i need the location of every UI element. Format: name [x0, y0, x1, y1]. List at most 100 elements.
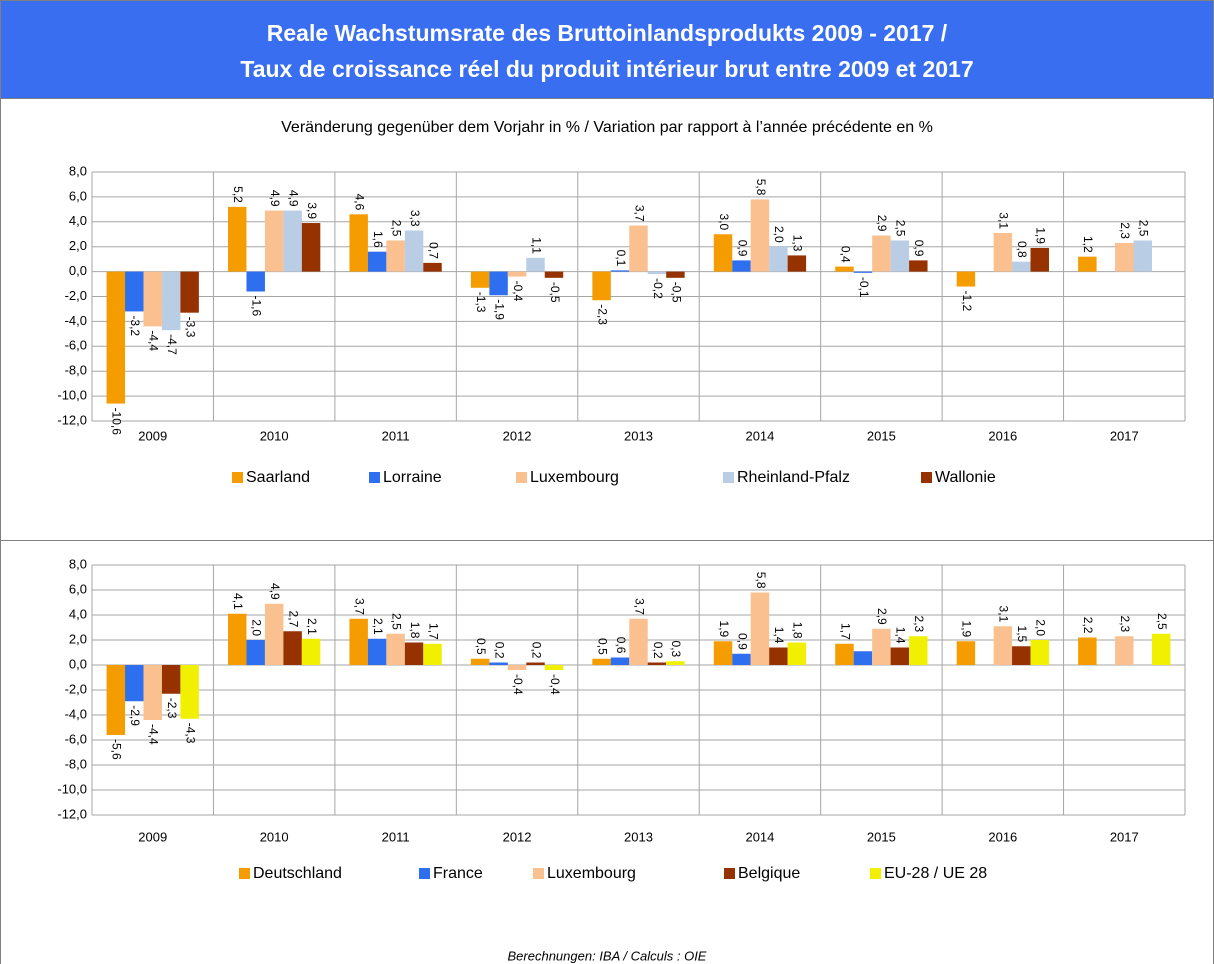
value-label: 0,8 — [1015, 241, 1029, 258]
bar — [769, 647, 788, 665]
value-label: 2,5 — [1155, 613, 1169, 630]
value-label: 0,4 — [838, 246, 852, 263]
x-tick-label: 2015 — [867, 428, 896, 443]
legend-swatch — [921, 472, 932, 483]
bar — [1078, 256, 1097, 272]
legend-label: Luxembourg — [547, 865, 636, 882]
legend-swatch — [516, 472, 527, 483]
y-tick-label: -12,0 — [57, 806, 87, 821]
bar — [890, 240, 910, 272]
value-label: 2,0 — [250, 619, 264, 636]
value-label: 1,3 — [791, 235, 805, 252]
bar — [666, 661, 685, 665]
value-label: -0,2 — [651, 278, 665, 299]
x-tick-label: 2015 — [867, 829, 896, 844]
bar — [956, 271, 976, 287]
value-label: -4,4 — [147, 724, 161, 745]
x-tick-label: 2011 — [382, 428, 410, 443]
value-label: 3,7 — [353, 598, 367, 615]
bar — [283, 631, 302, 665]
value-label: 2,0 — [1034, 619, 1048, 636]
value-label: -1,2 — [960, 291, 974, 312]
y-tick-label: -2,0 — [65, 681, 87, 696]
bar — [489, 271, 508, 296]
bar — [349, 214, 368, 272]
value-label: 1,5 — [1015, 626, 1029, 643]
bar — [161, 271, 181, 331]
bar — [1151, 633, 1171, 665]
value-label: 4,1 — [231, 593, 245, 610]
x-tick-label: 2009 — [138, 428, 167, 443]
bar — [1030, 247, 1049, 272]
value-label: 2,3 — [1118, 222, 1132, 239]
value-label: 1,9 — [960, 621, 974, 638]
value-label: -10,6 — [110, 408, 124, 436]
value-label: -4,4 — [147, 330, 161, 351]
bar — [544, 665, 564, 670]
bar — [1012, 261, 1031, 272]
x-tick-label: 2012 — [503, 428, 532, 443]
bar — [264, 210, 284, 272]
x-tick-label: 2009 — [138, 829, 167, 844]
x-tick-label: 2016 — [988, 428, 1017, 443]
value-label: 3,7 — [632, 598, 646, 615]
legend-label: France — [433, 865, 483, 882]
value-label: 2,3 — [1118, 616, 1132, 633]
value-label: 0,9 — [912, 240, 926, 257]
bar — [228, 613, 247, 665]
value-label: 4,9 — [268, 190, 282, 207]
value-label: 0,6 — [614, 637, 628, 654]
value-label: 1,7 — [838, 623, 852, 640]
value-label: 2,5 — [389, 613, 403, 630]
bar — [526, 662, 545, 665]
bar — [1115, 242, 1134, 272]
subtitle: Veränderung gegenüber dem Vorjahr in % /… — [281, 119, 933, 136]
x-tick-label: 2010 — [260, 829, 289, 844]
bar — [993, 233, 1013, 272]
value-label: 1,2 — [1081, 236, 1095, 253]
bar — [349, 618, 368, 665]
value-label: -0,5 — [548, 282, 562, 303]
legend-label: Saarland — [246, 469, 310, 486]
value-label: -4,7 — [165, 334, 179, 355]
value-label: -5,6 — [110, 739, 124, 760]
bar — [647, 662, 667, 665]
y-tick-label: 2,0 — [69, 631, 87, 646]
y-tick-label: 6,0 — [69, 581, 87, 596]
bar — [301, 223, 321, 272]
value-label: -0,4 — [548, 674, 562, 695]
y-tick-label: 4,0 — [69, 213, 87, 228]
y-tick-label: -8,0 — [65, 363, 87, 378]
bar — [1133, 240, 1152, 272]
value-label: 3,0 — [717, 214, 731, 231]
value-label: 2,1 — [371, 618, 385, 635]
bar — [526, 257, 545, 272]
bar — [423, 262, 442, 272]
y-tick-label: 4,0 — [69, 606, 87, 621]
bar — [404, 642, 424, 665]
header-band — [0, 0, 1214, 99]
legend-swatch — [239, 868, 250, 879]
bar — [769, 246, 788, 272]
title-line: Taux de croissance réel du produit intér… — [240, 56, 973, 82]
value-label: 0,2 — [529, 642, 543, 659]
bar — [890, 647, 910, 665]
value-label: -2,9 — [128, 705, 142, 726]
value-label: -0,4 — [511, 281, 525, 302]
value-label: -0,1 — [857, 277, 871, 298]
value-label: -2,3 — [165, 698, 179, 719]
x-tick-label: 2010 — [260, 428, 289, 443]
bar — [301, 638, 321, 665]
bar — [404, 230, 424, 272]
bar — [106, 665, 126, 735]
value-label: 2,3 — [912, 616, 926, 633]
x-tick-label: 2014 — [745, 829, 774, 844]
value-label: 0,5 — [474, 638, 488, 655]
bar — [423, 643, 442, 665]
value-label: 5,8 — [754, 179, 768, 196]
bar — [909, 636, 928, 665]
y-tick-label: -6,0 — [65, 338, 87, 353]
x-tick-label: 2016 — [988, 829, 1017, 844]
x-tick-label: 2011 — [382, 829, 410, 844]
